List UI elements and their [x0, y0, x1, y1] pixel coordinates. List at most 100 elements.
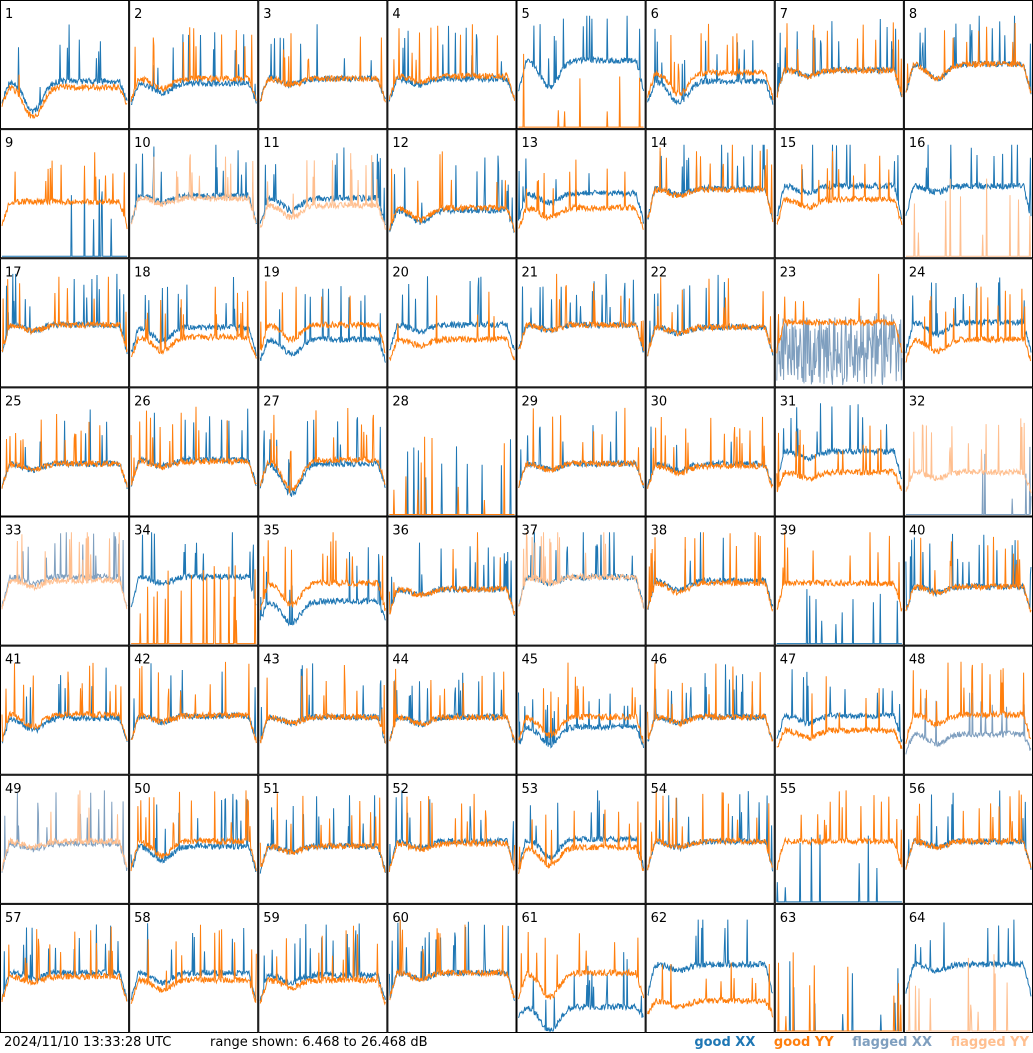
series-good-yy	[776, 425, 903, 493]
panel-label: 43	[263, 653, 280, 668]
panel-label: 33	[5, 524, 22, 539]
panel-label: 41	[5, 653, 22, 668]
panel-22: 22	[645, 258, 775, 388]
panel-frame	[516, 0, 646, 130]
panel-label: 29	[522, 394, 539, 409]
panel-label: 22	[651, 265, 668, 280]
panel-45: 45	[516, 645, 646, 775]
panel-4: 4	[387, 0, 517, 130]
series-good-yy	[647, 532, 774, 612]
panel-label: 10	[134, 136, 151, 151]
series-good-yy	[388, 291, 515, 362]
panel-label: 18	[134, 265, 151, 280]
panel-53: 53	[516, 774, 646, 904]
panel-41: 41	[0, 645, 130, 775]
panel-5: 5	[516, 0, 646, 130]
panel-51: 51	[258, 774, 388, 904]
panel-9: 9	[0, 129, 130, 259]
series-good-xx	[2, 179, 128, 257]
panel-38: 38	[645, 516, 775, 646]
panel-29: 29	[516, 387, 646, 517]
panel-21: 21	[516, 258, 646, 388]
panel-label: 58	[134, 911, 151, 926]
panel-frame	[258, 387, 388, 517]
series-good-yy	[259, 532, 386, 612]
series-good-yy	[259, 793, 386, 873]
panel-label: 2	[134, 7, 142, 22]
panel-25: 25	[0, 387, 130, 517]
series-good-yy	[905, 536, 1032, 613]
panel-35: 35	[258, 516, 388, 646]
panel-label: 38	[651, 524, 668, 539]
series-good-yy	[518, 662, 645, 744]
panel-label: 34	[134, 524, 151, 539]
panel-30: 30	[645, 387, 775, 517]
panel-frame	[258, 516, 388, 646]
series-good-yy	[647, 277, 774, 357]
panel-label: 27	[263, 394, 280, 409]
panel-label: 6	[651, 7, 659, 22]
panel-label: 59	[263, 911, 280, 926]
panel-10: 10	[129, 129, 259, 259]
series-good-yy	[518, 801, 645, 874]
panel-32: 32	[903, 387, 1033, 517]
panel-label: 62	[651, 911, 668, 926]
panel-label: 25	[5, 394, 22, 409]
series-good-xx	[518, 790, 645, 870]
panel-43: 43	[258, 645, 388, 775]
series-good-yy	[647, 790, 774, 871]
panel-48: 48	[903, 645, 1033, 775]
panel-26: 26	[129, 387, 259, 517]
series-good-xx	[130, 793, 257, 872]
series-good-yy	[647, 23, 774, 100]
panel-label: 63	[780, 911, 797, 926]
timestamp: 2024/11/10 13:33:28 UTC	[4, 1035, 172, 1050]
panel-23: 23	[774, 258, 904, 388]
series-good-xx	[647, 28, 774, 106]
series-good-xx	[518, 952, 644, 1033]
series-good-yy	[905, 286, 1032, 363]
panel-label: 56	[909, 782, 926, 797]
panel-frame	[387, 903, 517, 1033]
panel-label: 32	[909, 394, 926, 409]
panel-label: 4	[392, 7, 400, 22]
panel-59: 59	[258, 903, 388, 1033]
series-flagged-yy	[259, 153, 386, 230]
series-flagged-yy	[518, 532, 645, 609]
series-good-yy	[130, 924, 257, 1004]
panel-label: 45	[522, 653, 539, 668]
series-good-yy	[131, 286, 257, 359]
panel-60: 60	[387, 903, 517, 1033]
panel-47: 47	[774, 645, 904, 775]
panel-label: 5	[522, 7, 530, 22]
series-good-yy	[776, 273, 903, 354]
panel-frame	[0, 903, 130, 1033]
panel-label: 14	[651, 136, 668, 151]
series-good-yy	[905, 790, 1032, 870]
panel-39: 39	[774, 516, 904, 646]
panel-33: 33	[0, 516, 130, 646]
panel-55: 55	[774, 774, 904, 904]
panel-24: 24	[903, 258, 1033, 388]
series-good-xx	[131, 32, 257, 105]
panel-label: 36	[392, 524, 409, 539]
panel-label: 23	[780, 265, 797, 280]
legend-good-yy: good YY	[773, 1035, 834, 1050]
panel-label: 17	[5, 265, 22, 280]
panel-61: 61	[516, 903, 646, 1033]
panel-11: 11	[258, 129, 388, 259]
panel-27: 27	[258, 387, 388, 517]
footer: 2024/11/10 13:33:28 UTC range shown: 6.4…	[0, 1033, 1033, 1053]
panel-label: 15	[780, 136, 797, 151]
panel-label: 9	[5, 136, 13, 151]
panel-label: 19	[263, 265, 280, 280]
panel-label: 21	[522, 265, 539, 280]
series-good-yy	[388, 668, 515, 743]
panel-37: 37	[516, 516, 646, 646]
panel-46: 46	[645, 645, 775, 775]
panel-18: 18	[129, 258, 259, 388]
series-good-yy	[905, 661, 1032, 744]
panel-label: 26	[134, 394, 151, 409]
panel-16: 16	[903, 129, 1033, 259]
